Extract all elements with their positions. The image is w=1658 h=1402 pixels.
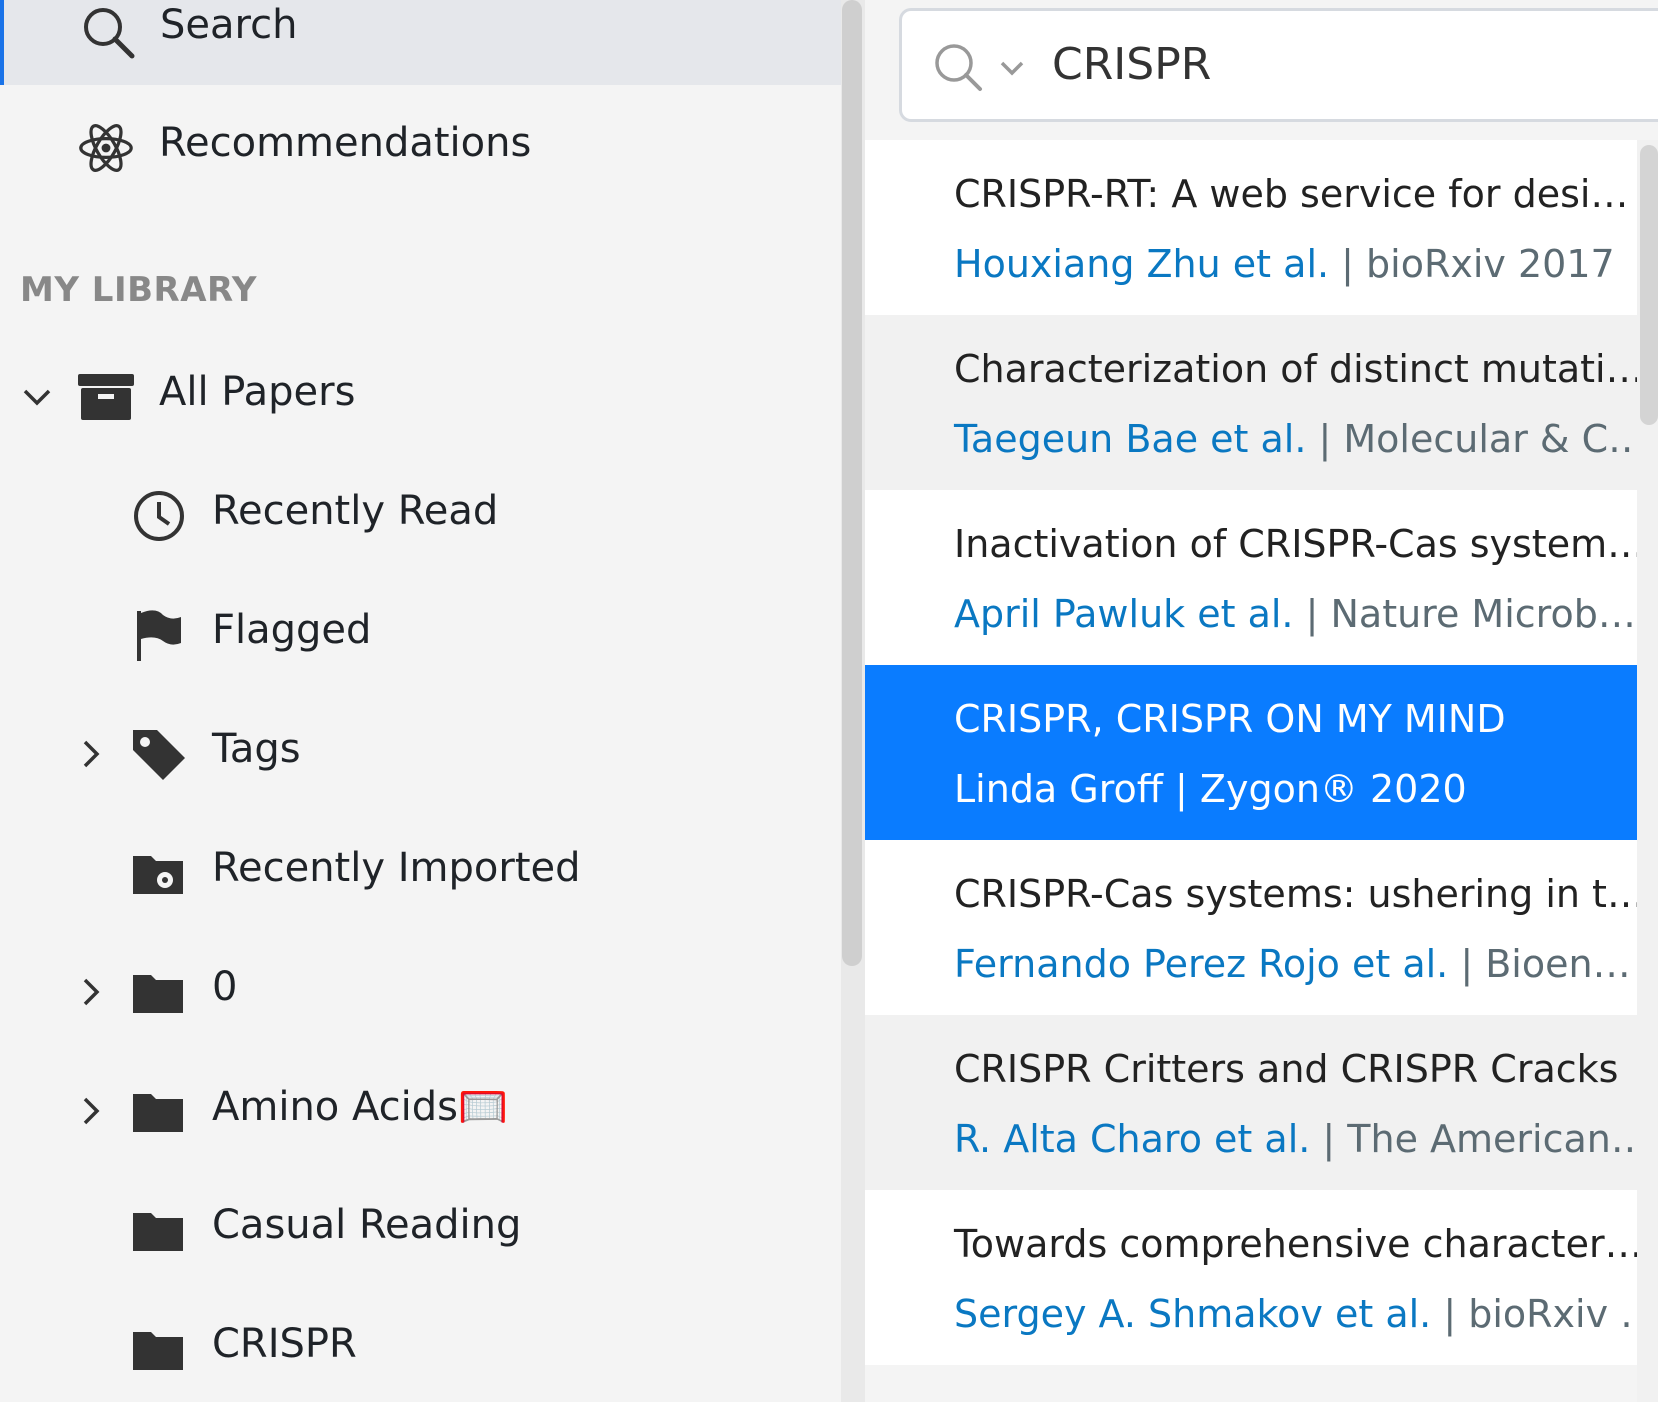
sidebar-item-label: All Papers — [159, 369, 356, 415]
folder-icon — [131, 1202, 187, 1258]
result-source: | bioRxiv … — [1431, 1292, 1637, 1336]
sidebar-item-label: 0 — [212, 964, 238, 1010]
result-source: | Bioen… — [1448, 942, 1631, 986]
sidebar-item-label: Search — [160, 2, 298, 48]
result-title: CRISPR Critters and CRISPR Cracks — [954, 1047, 1619, 1091]
results-scrollbar-thumb[interactable] — [1640, 145, 1658, 425]
sidebar: Search Recommendations MY LIBRARY All Pa… — [0, 0, 841, 1391]
sidebar-item-folder-0[interactable]: 0 — [0, 950, 841, 1034]
sidebar-item-all-papers[interactable]: All Papers — [0, 355, 841, 439]
sidebar-item-amino-acids[interactable]: Amino Acids🥅 — [0, 1069, 841, 1153]
result-source: | The American… — [1310, 1117, 1637, 1161]
chevron-right-icon[interactable] — [76, 739, 106, 769]
result-title: Towards comprehensive character… — [954, 1222, 1637, 1266]
folder-icon — [131, 1083, 187, 1139]
search-icon — [80, 4, 136, 60]
sidebar-item-tags[interactable]: Tags — [0, 712, 841, 796]
result-title: CRISPR-RT: A web service for desi… — [954, 172, 1629, 216]
results-panel: CRISPR CRISPR-RT: A web service for desi… — [865, 0, 1658, 1402]
result-row[interactable]: Towards comprehensive character… Sergey A… — [865, 1190, 1637, 1365]
result-authors[interactable]: Taegeun Bae et al. — [954, 417, 1307, 461]
sidebar-item-label: Recently Imported — [212, 845, 581, 891]
search-icon — [932, 41, 1032, 97]
sidebar-item-label: Flagged — [212, 607, 372, 653]
result-title: CRISPR-Cas systems: ushering in t… — [954, 872, 1637, 916]
chevron-right-icon[interactable] — [76, 1096, 106, 1126]
sidebar-item-recommendations[interactable]: Recommendations — [0, 106, 841, 190]
result-row[interactable]: CRISPR-RT: A web service for desi… Houxia… — [865, 140, 1637, 315]
results-list: CRISPR-RT: A web service for desi… Houxia… — [865, 140, 1637, 1365]
clock-icon — [131, 488, 187, 544]
result-row[interactable]: Inactivation of CRISPR-Cas system… April … — [865, 490, 1637, 665]
chevron-down-icon[interactable] — [22, 382, 52, 412]
folder-icon — [131, 964, 187, 1020]
sidebar-scrollbar-thumb[interactable] — [842, 0, 862, 966]
result-authors[interactable]: Houxiang Zhu et al. — [954, 242, 1330, 286]
result-authors[interactable]: Sergey A. Shmakov et al. — [954, 1292, 1432, 1336]
sidebar-item-flagged[interactable]: Flagged — [0, 593, 841, 677]
search-query: CRISPR — [1052, 39, 1212, 90]
tag-icon — [131, 726, 187, 782]
atom-icon — [78, 120, 134, 176]
result-source: | Nature Microb… — [1293, 592, 1636, 636]
archive-box-icon — [78, 369, 134, 425]
result-title: Characterization of distinct mutati… — [954, 347, 1637, 391]
sidebar-item-recently-imported[interactable]: Recently Imported — [0, 831, 841, 915]
result-authors[interactable]: R. Alta Charo et al. — [954, 1117, 1311, 1161]
sidebar-item-label: Casual Reading — [212, 1202, 522, 1248]
result-row[interactable]: CRISPR, CRISPR ON MY MIND Linda Groff | Z… — [865, 665, 1637, 840]
sidebar-item-label: Recommendations — [159, 120, 532, 166]
sidebar-item-label: Amino Acids — [212, 1084, 458, 1130]
flag-icon — [131, 607, 187, 663]
result-title: Inactivation of CRISPR-Cas system… — [954, 522, 1637, 566]
sidebar-item-label: Recently Read — [212, 488, 499, 534]
result-row[interactable]: CRISPR Critters and CRISPR Cracks R. Alta… — [865, 1015, 1637, 1190]
result-source: | bioRxiv 2017 — [1329, 242, 1615, 286]
goal-net-emoji: 🥅 — [457, 1084, 508, 1130]
my-library-heading: MY LIBRARY — [20, 270, 257, 310]
chevron-down-icon — [1000, 61, 1024, 76]
result-title: CRISPR, CRISPR ON MY MIND — [954, 697, 1506, 741]
sidebar-item-label: Tags — [212, 726, 301, 772]
result-row[interactable]: CRISPR-Cas systems: ushering in t… Fernan… — [865, 840, 1637, 1015]
sidebar-item-crispr[interactable]: CRISPR — [0, 1307, 841, 1391]
folder-gear-icon — [131, 845, 187, 901]
search-input[interactable]: CRISPR — [899, 8, 1658, 122]
result-authors[interactable]: April Pawluk et al. — [954, 592, 1294, 636]
result-row[interactable]: Characterization of distinct mutati… Taeg… — [865, 315, 1637, 490]
result-authors[interactable]: Linda Groff — [954, 767, 1163, 811]
chevron-right-icon[interactable] — [76, 977, 106, 1007]
sidebar-item-search[interactable]: Search — [0, 0, 841, 85]
result-authors[interactable]: Fernando Perez Rojo et al. — [954, 942, 1449, 986]
results-scrollbar[interactable] — [1637, 140, 1658, 1402]
result-source: | Molecular & C… — [1306, 417, 1637, 461]
sidebar-item-label: CRISPR — [212, 1321, 357, 1367]
sidebar-item-recently-read[interactable]: Recently Read — [0, 474, 841, 558]
sidebar-item-casual-reading[interactable]: Casual Reading — [0, 1188, 841, 1272]
folder-icon — [131, 1321, 187, 1377]
result-source: | Zygon® 2020 — [1162, 767, 1467, 811]
